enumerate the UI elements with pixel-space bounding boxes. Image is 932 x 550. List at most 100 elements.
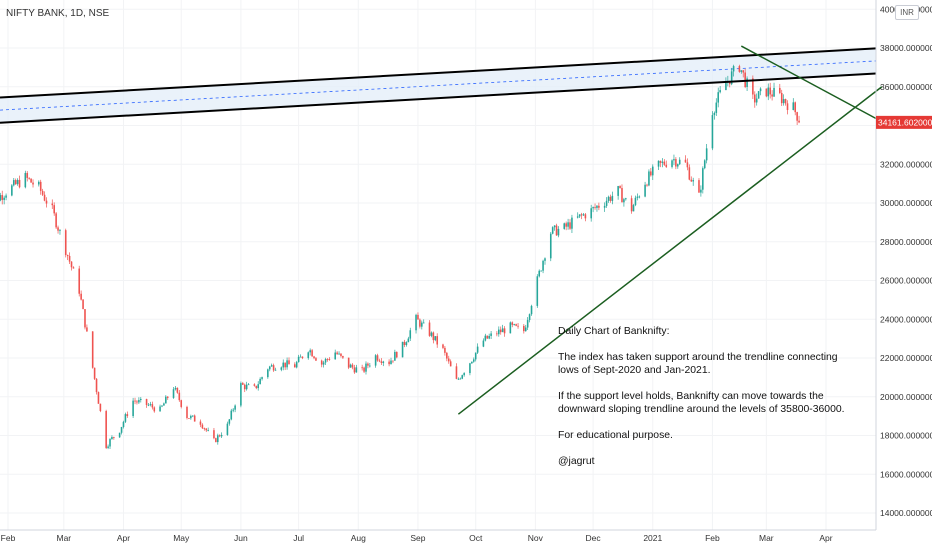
upper-channel-top — [0, 47, 877, 99]
candle-body — [786, 103, 789, 111]
candle-body — [203, 428, 206, 430]
candle-body — [293, 364, 296, 368]
candle-body — [132, 400, 134, 417]
x-tick-label: Mar — [759, 533, 774, 543]
candle-body — [596, 205, 598, 208]
candle-body — [376, 355, 379, 361]
candle-body — [215, 438, 217, 443]
candle-body — [126, 414, 129, 417]
candle-body — [166, 396, 169, 398]
candle-body — [242, 383, 244, 385]
candle-body — [499, 329, 502, 333]
candle-body — [186, 406, 188, 419]
candle-body — [765, 88, 768, 97]
candle-body — [326, 358, 329, 360]
y-tick-label: 22000.000000 — [880, 353, 932, 363]
candle-body — [794, 102, 797, 113]
candle-body — [503, 328, 506, 334]
candle-body — [409, 330, 412, 339]
candle-body — [551, 227, 554, 234]
candle-body — [270, 365, 273, 367]
x-tick-label: Nov — [528, 533, 544, 543]
candle-body — [353, 367, 356, 373]
candle-body — [759, 88, 762, 92]
candle-body — [378, 360, 381, 362]
candle-body — [86, 327, 88, 332]
candle-body — [700, 189, 702, 193]
candle-body — [315, 358, 317, 361]
candle-body — [538, 270, 541, 277]
candle-body — [796, 112, 798, 121]
candle-body — [742, 70, 745, 73]
candle-body — [205, 428, 208, 431]
candle-body — [118, 432, 121, 438]
candle-body — [578, 214, 581, 217]
candle-body — [267, 369, 269, 378]
annotation-text: Daily Chart of Banknifty: The index has … — [558, 325, 858, 468]
candle-body — [253, 384, 256, 386]
candle-body — [798, 120, 800, 123]
candle-body — [174, 387, 177, 390]
candle-body — [172, 389, 175, 398]
x-tick-label: Feb — [705, 533, 720, 543]
candle-body — [569, 222, 571, 229]
x-tick-label: Oct — [469, 533, 483, 543]
candle-body — [255, 385, 258, 389]
candle-body — [686, 162, 689, 168]
candle-body — [471, 361, 473, 364]
candle-body — [782, 99, 785, 104]
candle-body — [349, 364, 352, 368]
candle-body — [524, 327, 527, 332]
candle-body — [725, 82, 727, 91]
candle-body — [738, 66, 741, 72]
candle-body — [268, 366, 271, 370]
candle-body — [24, 172, 27, 188]
currency-badge[interactable]: INR — [895, 5, 919, 20]
candle-body — [650, 171, 652, 176]
candle-body — [526, 320, 529, 328]
candle-body — [488, 335, 490, 339]
candle-body — [598, 205, 600, 208]
candle-body — [151, 404, 154, 408]
y-tick-label: 36000.000000 — [880, 82, 932, 92]
x-tick-label: Mar — [56, 533, 71, 543]
x-tick-label: Apr — [117, 533, 130, 543]
candle-body — [72, 267, 75, 269]
y-tick-label: 30000.000000 — [880, 198, 932, 208]
candle-body — [638, 196, 641, 198]
candle-body — [286, 360, 288, 368]
candle-body — [216, 435, 219, 443]
candle-body — [447, 358, 450, 362]
candle-body — [163, 403, 165, 406]
candle-body — [55, 213, 57, 228]
candle-body — [498, 329, 500, 335]
candle-body — [313, 356, 315, 359]
candle-body — [644, 184, 646, 197]
candle-body — [282, 362, 285, 368]
channel-midline — [0, 60, 877, 111]
candle-body — [461, 375, 464, 379]
x-tick-label: Aug — [351, 533, 366, 543]
candle-body — [617, 186, 619, 196]
candle-body — [553, 225, 556, 228]
candle-body — [201, 424, 204, 429]
candle-body — [28, 177, 30, 179]
candle-body — [690, 179, 693, 182]
candle-body — [355, 367, 358, 373]
candle-body — [609, 196, 612, 201]
candle-body — [536, 276, 539, 306]
candle-body — [5, 195, 7, 198]
candle-body — [757, 91, 760, 99]
candle-body — [361, 367, 363, 369]
candle-body — [665, 164, 668, 167]
candle-body — [363, 367, 365, 372]
annotation-line-3: For educational purpose. — [558, 430, 673, 441]
x-tick-label: Feb — [1, 533, 16, 543]
candle-body — [382, 361, 385, 363]
candle-body — [542, 260, 544, 271]
candle-body — [59, 230, 61, 231]
candle-body — [740, 70, 743, 72]
candle-body — [178, 392, 181, 401]
